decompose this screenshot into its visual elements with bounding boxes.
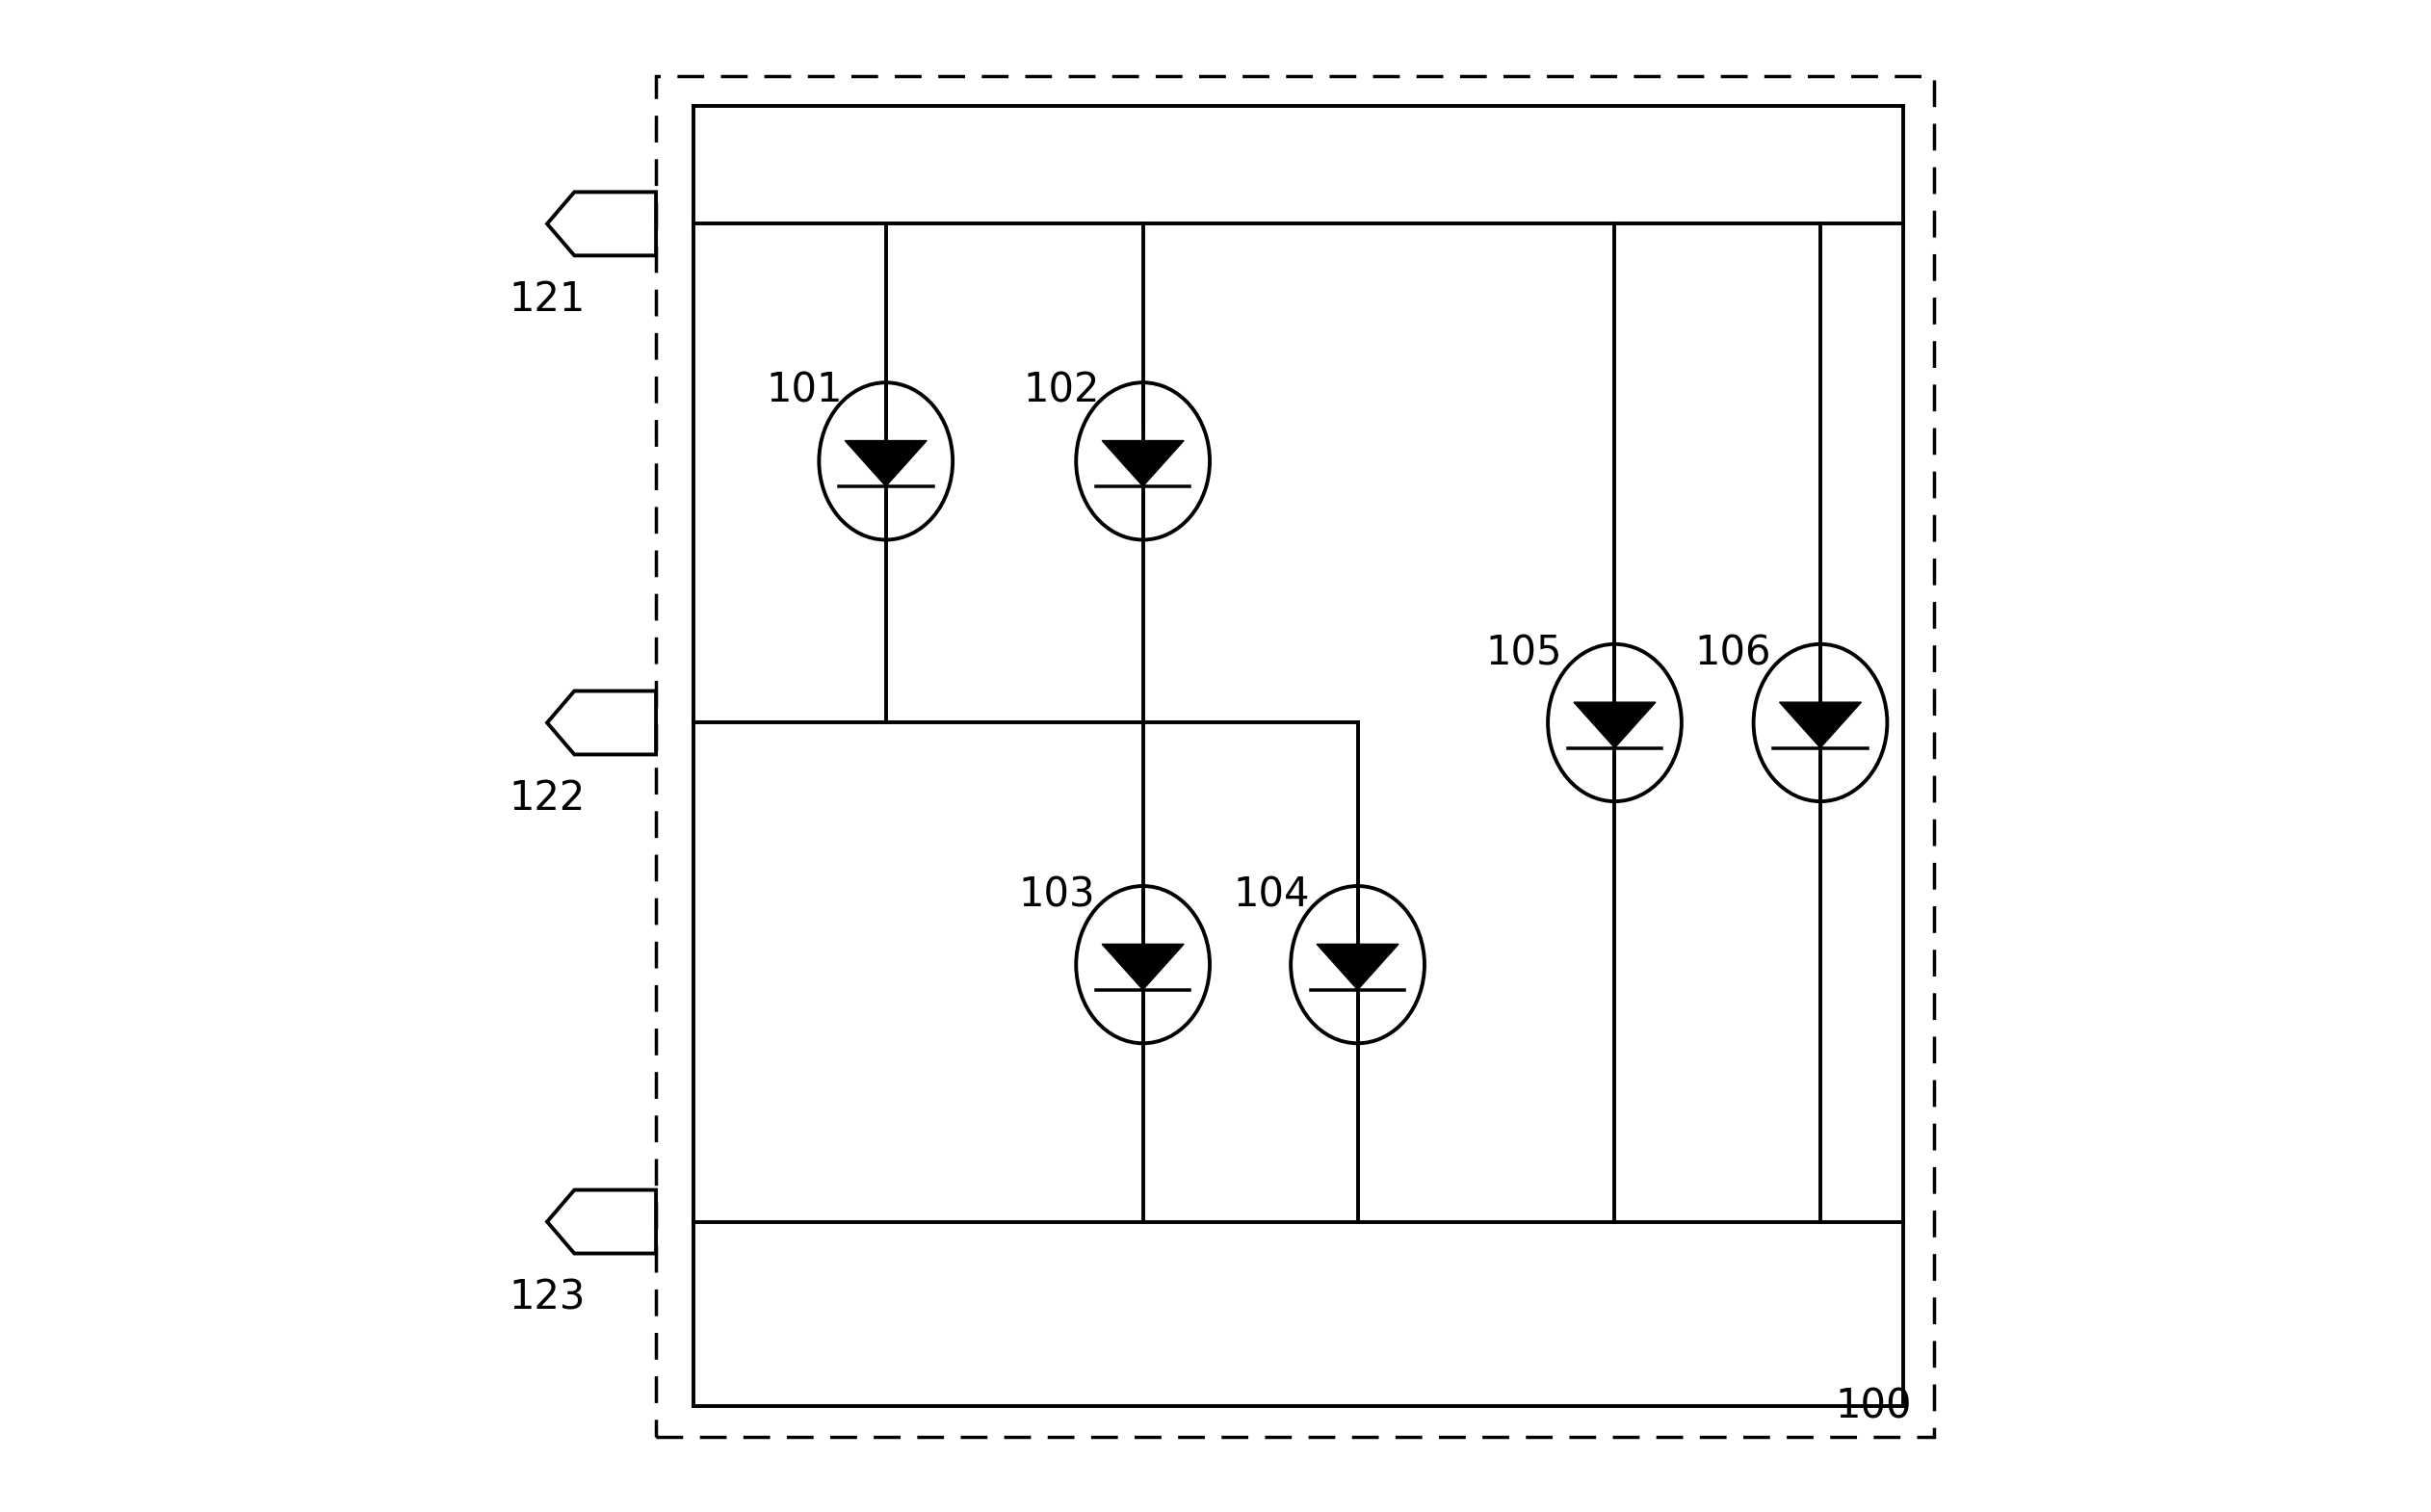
Text: 101: 101: [766, 370, 844, 410]
Polygon shape: [1101, 943, 1184, 990]
Text: 103: 103: [1019, 875, 1094, 915]
Text: 106: 106: [1694, 634, 1770, 673]
Text: 100: 100: [1835, 1387, 1911, 1426]
Text: 102: 102: [1023, 370, 1099, 410]
Polygon shape: [1101, 440, 1184, 487]
Polygon shape: [1573, 702, 1656, 748]
Bar: [656, 76, 1933, 1436]
Polygon shape: [846, 440, 926, 487]
Polygon shape: [1318, 943, 1398, 990]
Text: 121: 121: [508, 280, 586, 319]
Text: 123: 123: [508, 1278, 586, 1317]
Text: 104: 104: [1233, 875, 1310, 915]
Text: 122: 122: [508, 779, 586, 818]
Text: 105: 105: [1485, 634, 1563, 673]
Polygon shape: [1779, 702, 1862, 748]
